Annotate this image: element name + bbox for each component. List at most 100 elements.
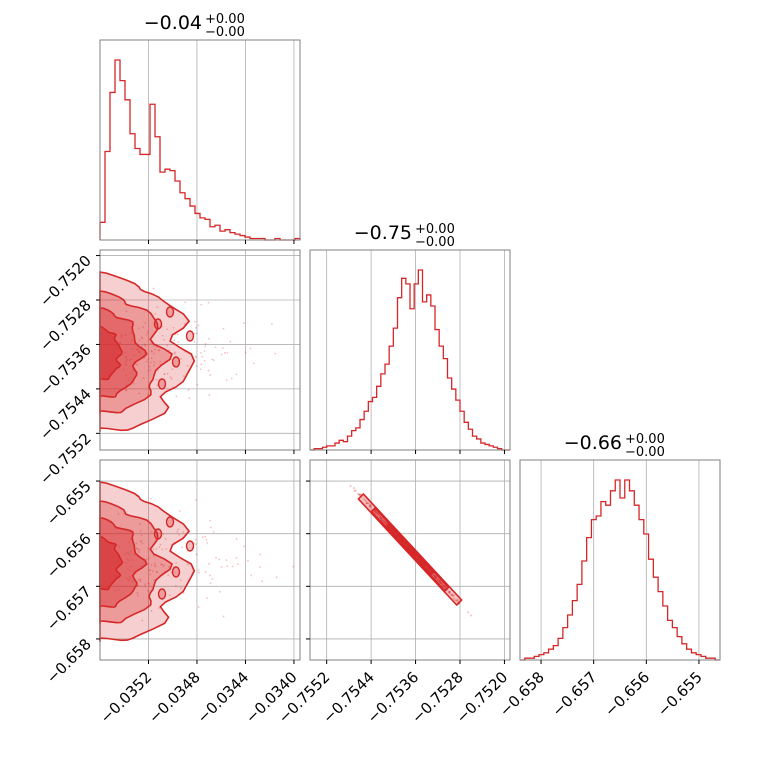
scatter-point xyxy=(259,566,262,569)
scatter-point xyxy=(145,333,148,336)
contour-island xyxy=(165,306,175,318)
scatter-point xyxy=(226,565,229,567)
scatter-point xyxy=(149,569,152,571)
scatter-point xyxy=(145,558,148,561)
scatter-point xyxy=(225,559,228,562)
scatter-point xyxy=(379,516,382,519)
scatter-point xyxy=(235,557,238,559)
scatter-point xyxy=(125,577,128,580)
scatter-point xyxy=(153,352,156,355)
scatter-point xyxy=(382,519,385,522)
scatter-point xyxy=(124,374,127,377)
scatter-point xyxy=(125,389,128,392)
scatter-point xyxy=(131,580,134,583)
scatter-point xyxy=(187,563,189,566)
scatter-point xyxy=(204,343,207,345)
scatter-point xyxy=(220,566,223,568)
scatter-point xyxy=(195,553,198,556)
scatter-point xyxy=(432,574,435,577)
scatter-panel-2-0: −0.0352−0.0348−0.0344−0.0340−0.658−0.657… xyxy=(43,459,301,727)
scatter-point xyxy=(171,368,174,371)
scatter-point xyxy=(127,553,130,556)
scatter-point xyxy=(436,578,439,581)
panel-border xyxy=(99,459,301,661)
scatter-point xyxy=(179,358,182,360)
scatter-point xyxy=(162,565,165,568)
scatter-point xyxy=(165,548,167,550)
contour-island xyxy=(153,528,163,540)
scatter-point xyxy=(149,497,152,500)
scatter-point xyxy=(150,342,153,345)
scatter-point xyxy=(231,565,234,568)
scatter-point xyxy=(439,581,442,584)
scatter-point xyxy=(366,502,369,505)
scatter-point xyxy=(149,369,152,371)
scatter-point xyxy=(120,334,123,337)
y-tick-label: −0.657 xyxy=(43,582,95,634)
scatter-point xyxy=(126,358,128,361)
scatter-point xyxy=(215,556,217,559)
scatter-point xyxy=(454,599,457,602)
scatter-point xyxy=(148,582,151,585)
scatter-point xyxy=(188,397,191,400)
contour-level xyxy=(99,535,123,591)
scatter-point xyxy=(140,539,143,542)
scatter-point xyxy=(131,347,134,350)
scatter-point xyxy=(201,355,204,358)
histogram-step-line xyxy=(520,479,720,661)
scatter-point xyxy=(138,339,141,342)
scatter-point xyxy=(119,342,122,345)
scatter-point xyxy=(157,607,160,609)
scatter-point xyxy=(244,351,247,354)
scatter-point xyxy=(438,580,441,583)
scatter-point xyxy=(146,331,149,333)
scatter-point xyxy=(198,571,200,574)
scatter-point xyxy=(205,597,208,599)
scatter-point xyxy=(236,563,239,566)
scatter-point xyxy=(380,517,383,520)
scatter-point xyxy=(136,591,139,594)
scatter-point xyxy=(154,313,157,316)
title-value: −0.75 xyxy=(354,222,412,244)
scatter-point xyxy=(385,523,388,526)
panel-border xyxy=(309,249,511,451)
scatter-point xyxy=(380,517,383,520)
scatter-point xyxy=(220,353,223,356)
scatter-point xyxy=(449,592,452,595)
scatter-point xyxy=(168,594,171,597)
scatter-point xyxy=(144,585,146,587)
scatter-point xyxy=(161,548,164,551)
scatter-point xyxy=(275,576,278,579)
scatter-point xyxy=(136,349,139,351)
scatter-point xyxy=(136,348,139,350)
scatter-point xyxy=(384,522,387,525)
scatter-point xyxy=(467,611,470,614)
scatter-point xyxy=(196,332,198,335)
scatter-point xyxy=(434,575,437,578)
scatter-point xyxy=(184,322,186,325)
scatter-point xyxy=(135,542,138,545)
scatter-point xyxy=(117,588,120,591)
scatter-point xyxy=(148,569,150,571)
scatter-point xyxy=(155,378,158,381)
scatter-point xyxy=(175,562,178,565)
scatter-point xyxy=(154,348,157,351)
scatter-point xyxy=(157,349,160,352)
scatter-point xyxy=(204,345,207,348)
scatter-point xyxy=(208,562,210,565)
scatter-point xyxy=(376,512,379,515)
scatter-point xyxy=(133,354,136,357)
scatter-panel-2-1: −0.7552−0.7544−0.7536−0.7528−0.7520 xyxy=(275,459,511,727)
scatter-point xyxy=(199,368,202,371)
scatter-point xyxy=(222,615,225,618)
scatter-point xyxy=(222,327,225,330)
scatter-point xyxy=(152,287,155,290)
scatter-point xyxy=(197,569,200,572)
scatter-point xyxy=(167,574,170,577)
scatter-point xyxy=(127,559,130,562)
scatter-point xyxy=(356,493,359,496)
contour-level xyxy=(99,516,148,608)
scatter-point xyxy=(179,587,182,589)
contour-level xyxy=(99,500,173,624)
scatter-point xyxy=(172,326,175,329)
